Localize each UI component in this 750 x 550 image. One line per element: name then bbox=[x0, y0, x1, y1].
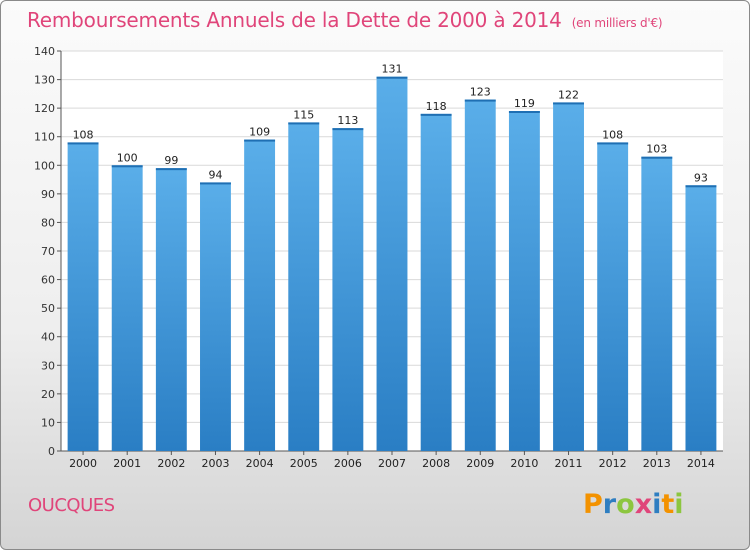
bar bbox=[641, 156, 673, 451]
bar bbox=[288, 122, 320, 451]
bar-top-edge bbox=[420, 113, 452, 116]
x-tick-label: 2010 bbox=[510, 457, 538, 470]
x-tick-label: 2001 bbox=[113, 457, 141, 470]
bar-value-label: 108 bbox=[73, 128, 94, 141]
y-tick-label: 130 bbox=[34, 74, 55, 87]
y-tick-label: 30 bbox=[41, 359, 55, 372]
logo-letter: x bbox=[634, 489, 653, 520]
x-tick-label: 2003 bbox=[201, 457, 229, 470]
bar-top-edge bbox=[288, 122, 320, 125]
bar-top-edge bbox=[641, 156, 673, 159]
bar-top-edge bbox=[111, 165, 143, 168]
bar-top-edge bbox=[244, 139, 276, 142]
y-tick-label: 60 bbox=[41, 274, 55, 287]
y-tick-label: 140 bbox=[34, 45, 55, 58]
bar-value-label: 108 bbox=[602, 128, 623, 141]
bar-value-label: 123 bbox=[470, 86, 491, 99]
bar-value-label: 93 bbox=[694, 171, 708, 184]
chart-title: Remboursements Annuels de la Dette de 20… bbox=[27, 8, 663, 32]
logo-letter: r bbox=[602, 489, 617, 520]
bar-top-edge bbox=[200, 182, 231, 185]
y-tick-label: 50 bbox=[41, 302, 55, 315]
x-tick-label: 2004 bbox=[246, 457, 274, 470]
y-tick-label: 20 bbox=[41, 388, 55, 401]
y-tick-label: 70 bbox=[41, 245, 55, 258]
bar bbox=[464, 99, 496, 452]
bar-value-label: 100 bbox=[117, 151, 138, 164]
x-tick-label: 2007 bbox=[378, 457, 406, 470]
proxiti-logo: Proxiti bbox=[583, 489, 684, 520]
bar bbox=[244, 139, 276, 452]
x-tick-label: 2012 bbox=[599, 457, 627, 470]
y-tick-label: 110 bbox=[34, 131, 55, 144]
y-tick-label: 0 bbox=[48, 445, 55, 458]
x-tick-label: 2009 bbox=[466, 457, 494, 470]
bar bbox=[332, 128, 364, 451]
bar-value-label: 99 bbox=[164, 154, 178, 167]
bar-top-edge bbox=[685, 185, 717, 188]
y-tick-label: 90 bbox=[41, 188, 55, 201]
bar-top-edge bbox=[597, 142, 629, 145]
logo-letter: P bbox=[583, 489, 603, 520]
x-tick-label: 2002 bbox=[157, 457, 185, 470]
bar-value-label: 115 bbox=[293, 108, 314, 121]
x-tick-label: 2013 bbox=[643, 457, 671, 470]
logo-letter: t bbox=[661, 489, 675, 520]
bar bbox=[67, 142, 99, 451]
y-tick-label: 40 bbox=[41, 331, 55, 344]
y-tick-label: 10 bbox=[41, 416, 55, 429]
bar bbox=[508, 111, 540, 451]
bar bbox=[597, 142, 629, 451]
bar-value-label: 94 bbox=[208, 168, 222, 181]
commune-name: OUCQUES bbox=[28, 495, 115, 516]
bar-top-edge bbox=[553, 102, 584, 105]
bar bbox=[376, 76, 408, 451]
bar-top-edge bbox=[67, 142, 99, 145]
bar-value-label: 118 bbox=[426, 100, 447, 113]
bar bbox=[420, 113, 452, 451]
bar-value-label: 103 bbox=[646, 143, 667, 156]
bar-value-label: 119 bbox=[514, 97, 535, 110]
y-tick-label: 100 bbox=[34, 159, 55, 172]
logo-letter: i bbox=[674, 489, 684, 520]
bar-top-edge bbox=[508, 111, 540, 113]
x-tick-label: 2008 bbox=[422, 457, 450, 470]
y-tick-label: 80 bbox=[41, 216, 55, 229]
bar-top-edge bbox=[332, 128, 364, 131]
bar bbox=[111, 165, 143, 452]
bar bbox=[685, 185, 717, 452]
x-tick-label: 2005 bbox=[290, 457, 318, 470]
logo-letter: o bbox=[616, 489, 635, 520]
bar-value-label: 122 bbox=[558, 88, 579, 101]
y-tick-label: 120 bbox=[34, 102, 55, 115]
bar-value-label: 109 bbox=[249, 126, 270, 139]
chart-title-text: Remboursements Annuels de la Dette de 20… bbox=[27, 8, 562, 32]
x-tick-label: 2000 bbox=[69, 457, 97, 470]
logo-letter: i bbox=[652, 489, 662, 520]
x-tick-label: 2014 bbox=[687, 457, 715, 470]
bar bbox=[200, 182, 231, 451]
bar bbox=[155, 168, 187, 451]
bar-value-label: 131 bbox=[382, 63, 403, 76]
bar-value-label: 113 bbox=[337, 114, 358, 127]
x-tick-label: 2011 bbox=[555, 457, 583, 470]
x-tick-label: 2006 bbox=[334, 457, 362, 470]
chart-unit: (en milliers d'€) bbox=[571, 16, 663, 30]
bar-top-edge bbox=[155, 168, 187, 171]
bar bbox=[553, 102, 584, 451]
bar-top-edge bbox=[464, 99, 496, 102]
bar-top-edge bbox=[376, 76, 408, 79]
